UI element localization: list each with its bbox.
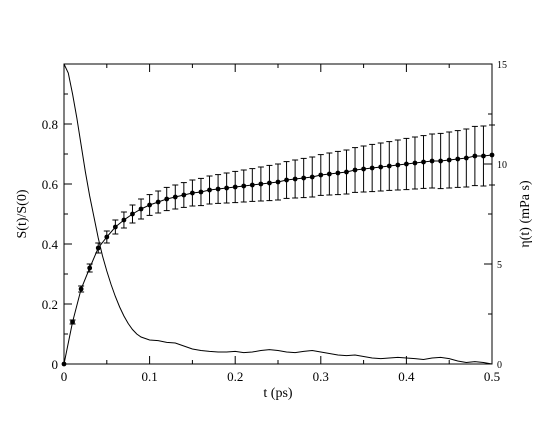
x-tick-label: 0.5: [484, 369, 500, 384]
data-point: [361, 166, 366, 172]
data-point: [275, 179, 281, 185]
data-point: [412, 160, 418, 166]
y-tick-label-right: 5: [497, 260, 502, 271]
data-point: [241, 183, 247, 189]
data-point: [95, 245, 101, 251]
data-point: [207, 187, 212, 193]
plot-frame: [63, 63, 493, 365]
data-point: [318, 172, 324, 178]
y-tick-label-left: 0: [52, 357, 59, 372]
x-tick-label: 0.1: [141, 369, 157, 384]
series-layer: [61, 63, 495, 367]
y-tick-label-right: 0: [497, 360, 502, 371]
data-point: [326, 171, 332, 177]
data-point: [147, 202, 153, 208]
data-point: [232, 184, 238, 190]
data-point: [481, 153, 486, 159]
data-point: [378, 164, 384, 170]
y-axis-label-left: S(t)/S(0): [15, 189, 30, 238]
x-axis-label: t (ps): [263, 386, 293, 401]
data-point: [104, 234, 110, 240]
data-point: [386, 163, 392, 169]
data-point: [438, 158, 444, 164]
data-point: [249, 182, 255, 188]
x-tick-label: 0: [61, 369, 68, 384]
data-point: [112, 224, 118, 230]
data-point: [87, 265, 93, 271]
data-point: [463, 155, 469, 161]
data-point: [70, 319, 75, 325]
data-point: [130, 211, 135, 217]
data-point: [155, 199, 161, 205]
data-point: [309, 174, 315, 180]
data-point: [352, 167, 358, 173]
data-point: [284, 177, 289, 183]
data-point: [344, 169, 349, 175]
data-point: [181, 192, 187, 198]
data-point: [61, 361, 67, 367]
series-viscosity: [61, 124, 495, 367]
data-point: [429, 158, 435, 164]
data-point: [455, 156, 461, 162]
data-point: [404, 161, 409, 167]
data-point: [198, 189, 204, 195]
y-tick-label-left: 0.6: [42, 177, 59, 192]
data-point: [446, 157, 452, 163]
series-line-s-decay: [63, 63, 493, 365]
data-point: [164, 196, 170, 202]
data-point: [395, 162, 401, 168]
data-point: [215, 186, 221, 192]
data-point: [172, 194, 178, 200]
data-point: [267, 180, 272, 186]
data-point: [369, 165, 375, 171]
y-tick-label-left: 0.8: [42, 117, 58, 132]
data-point: [121, 217, 127, 223]
data-point: [489, 152, 495, 158]
y-tick-label-right: 15: [497, 60, 507, 71]
data-point: [335, 170, 341, 176]
y-tick-label-left: 0.4: [42, 237, 59, 252]
data-point: [78, 286, 84, 292]
data-point: [138, 206, 144, 212]
x-tick-label: 0.3: [313, 369, 329, 384]
data-point: [421, 159, 426, 165]
data-point: [190, 190, 195, 196]
data-point: [301, 175, 307, 181]
data-point: [224, 185, 230, 191]
data-point: [472, 153, 478, 159]
x-tick-label: 0.2: [227, 369, 243, 384]
data-point: [258, 181, 264, 187]
y-tick-label-left: 0.2: [42, 297, 58, 312]
data-point: [292, 176, 298, 182]
y-tick-label-right: 10: [497, 160, 507, 171]
y-axis-label-right: η(t) (mPa s): [518, 180, 533, 248]
x-tick-label: 0.4: [398, 369, 415, 384]
